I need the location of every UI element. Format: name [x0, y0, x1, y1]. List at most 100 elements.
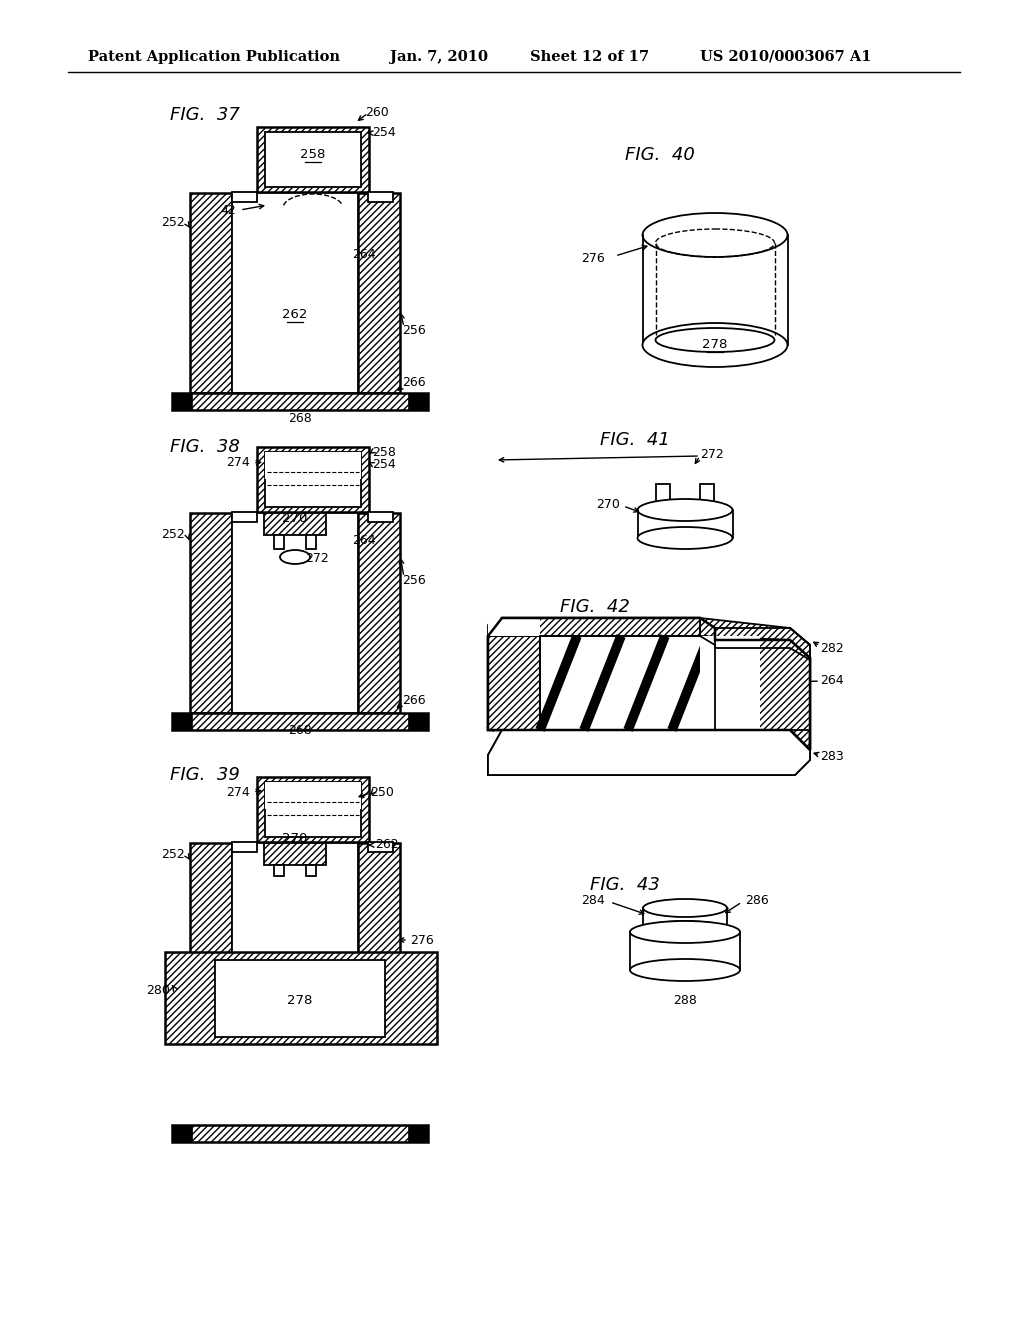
Text: 280: 280 — [146, 983, 170, 997]
Text: 270: 270 — [596, 499, 620, 511]
Ellipse shape — [630, 921, 740, 942]
Text: 276: 276 — [582, 252, 605, 264]
Bar — [232, 843, 358, 953]
Bar — [408, 713, 428, 730]
Text: Sheet 12 of 17: Sheet 12 of 17 — [530, 50, 649, 63]
Bar — [264, 513, 326, 535]
Text: 256: 256 — [402, 573, 426, 586]
Text: FIG.  42: FIG. 42 — [560, 598, 630, 616]
Text: 266: 266 — [402, 693, 426, 706]
Text: Patent Application Publication: Patent Application Publication — [88, 50, 340, 63]
Text: FIG.  39: FIG. 39 — [170, 766, 240, 784]
Bar — [306, 865, 316, 876]
Text: FIG.  41: FIG. 41 — [600, 432, 670, 449]
Bar — [232, 512, 257, 521]
Text: 276: 276 — [410, 933, 434, 946]
Bar — [488, 636, 710, 730]
Bar — [265, 781, 361, 837]
Ellipse shape — [630, 960, 740, 981]
Ellipse shape — [643, 921, 727, 939]
Text: 272: 272 — [700, 449, 724, 462]
Bar — [358, 193, 400, 393]
Bar — [264, 843, 326, 865]
Bar — [172, 713, 428, 730]
Bar — [488, 636, 710, 730]
Text: 274: 274 — [226, 457, 250, 470]
Bar — [488, 636, 710, 730]
Bar — [368, 191, 393, 202]
Bar — [265, 132, 361, 187]
Bar — [172, 393, 193, 411]
Text: 286: 286 — [745, 894, 769, 907]
Polygon shape — [715, 628, 810, 660]
Bar — [172, 713, 193, 730]
Text: 252: 252 — [161, 528, 185, 541]
Text: 42: 42 — [220, 203, 236, 216]
Bar — [257, 777, 369, 842]
Bar — [257, 127, 369, 191]
Text: 284: 284 — [582, 894, 605, 907]
Text: 282: 282 — [820, 642, 844, 655]
Polygon shape — [540, 636, 715, 730]
Bar — [306, 535, 316, 549]
Text: 254: 254 — [372, 127, 395, 140]
Text: 254: 254 — [372, 458, 395, 471]
Ellipse shape — [642, 213, 787, 257]
Bar — [232, 842, 257, 851]
Bar — [232, 191, 257, 202]
Text: FIG.  43: FIG. 43 — [590, 876, 659, 894]
Text: 278: 278 — [702, 338, 728, 351]
Ellipse shape — [638, 499, 732, 521]
Polygon shape — [540, 636, 715, 730]
Text: 268: 268 — [288, 412, 312, 425]
Text: 288: 288 — [673, 994, 697, 1006]
Ellipse shape — [655, 327, 774, 352]
Bar — [232, 513, 358, 713]
Ellipse shape — [638, 527, 732, 549]
Bar — [172, 393, 428, 411]
Bar — [257, 447, 369, 512]
Polygon shape — [488, 618, 700, 636]
Text: 266: 266 — [402, 376, 426, 389]
Bar — [274, 865, 284, 876]
Bar — [488, 636, 710, 730]
Polygon shape — [488, 730, 810, 775]
Bar — [265, 451, 361, 479]
Bar — [190, 843, 232, 953]
Ellipse shape — [643, 899, 727, 917]
Bar — [172, 1125, 428, 1142]
Polygon shape — [540, 636, 715, 730]
Text: 264: 264 — [820, 673, 844, 686]
Bar — [190, 193, 232, 393]
Text: 258: 258 — [300, 149, 326, 161]
Bar — [265, 451, 361, 507]
Ellipse shape — [280, 550, 310, 564]
Text: 258: 258 — [372, 446, 396, 458]
Text: 264: 264 — [352, 248, 376, 261]
Text: FIG.  37: FIG. 37 — [170, 106, 240, 124]
Bar — [408, 393, 428, 411]
Bar — [232, 193, 358, 393]
Bar — [368, 512, 393, 521]
Polygon shape — [715, 628, 810, 660]
Text: 262: 262 — [375, 838, 398, 851]
Bar — [165, 952, 437, 1044]
Text: FIG.  38: FIG. 38 — [170, 438, 240, 455]
Text: US 2010/0003067 A1: US 2010/0003067 A1 — [700, 50, 871, 63]
Polygon shape — [700, 618, 810, 657]
Bar — [358, 843, 400, 953]
Text: 262: 262 — [283, 309, 307, 322]
Text: 274: 274 — [226, 787, 250, 800]
Bar — [358, 513, 400, 713]
Bar — [274, 535, 284, 549]
Text: 256: 256 — [402, 323, 426, 337]
Polygon shape — [488, 618, 540, 636]
Polygon shape — [700, 636, 810, 730]
Text: 268: 268 — [288, 723, 312, 737]
Text: 252: 252 — [161, 849, 185, 862]
Polygon shape — [488, 730, 810, 775]
Text: FIG.  40: FIG. 40 — [625, 147, 695, 164]
Bar — [700, 484, 714, 506]
Bar — [488, 636, 710, 730]
Text: 250: 250 — [370, 785, 394, 799]
